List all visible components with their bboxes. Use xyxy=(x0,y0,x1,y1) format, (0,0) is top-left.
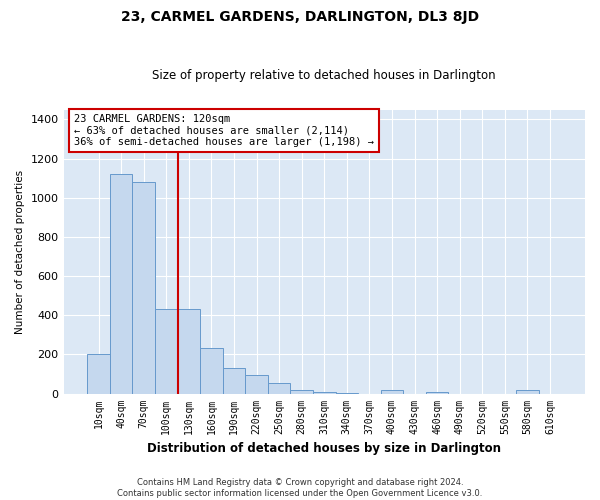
Bar xyxy=(178,310,200,394)
Bar xyxy=(335,392,358,394)
Bar xyxy=(290,390,313,394)
Bar xyxy=(110,174,133,394)
Bar xyxy=(313,392,335,394)
Text: Contains HM Land Registry data © Crown copyright and database right 2024.
Contai: Contains HM Land Registry data © Crown c… xyxy=(118,478,482,498)
Title: Size of property relative to detached houses in Darlington: Size of property relative to detached ho… xyxy=(152,69,496,82)
Bar xyxy=(223,368,245,394)
Text: 23 CARMEL GARDENS: 120sqm
← 63% of detached houses are smaller (2,114)
36% of se: 23 CARMEL GARDENS: 120sqm ← 63% of detac… xyxy=(74,114,374,147)
Bar xyxy=(200,348,223,394)
Bar xyxy=(381,390,403,394)
Bar xyxy=(268,383,290,394)
Bar xyxy=(426,392,448,394)
Bar xyxy=(516,390,539,394)
Bar xyxy=(245,375,268,394)
Y-axis label: Number of detached properties: Number of detached properties xyxy=(15,170,25,334)
Bar xyxy=(155,310,178,394)
Text: 23, CARMEL GARDENS, DARLINGTON, DL3 8JD: 23, CARMEL GARDENS, DARLINGTON, DL3 8JD xyxy=(121,10,479,24)
Bar xyxy=(87,354,110,394)
Bar xyxy=(133,182,155,394)
X-axis label: Distribution of detached houses by size in Darlington: Distribution of detached houses by size … xyxy=(147,442,501,455)
